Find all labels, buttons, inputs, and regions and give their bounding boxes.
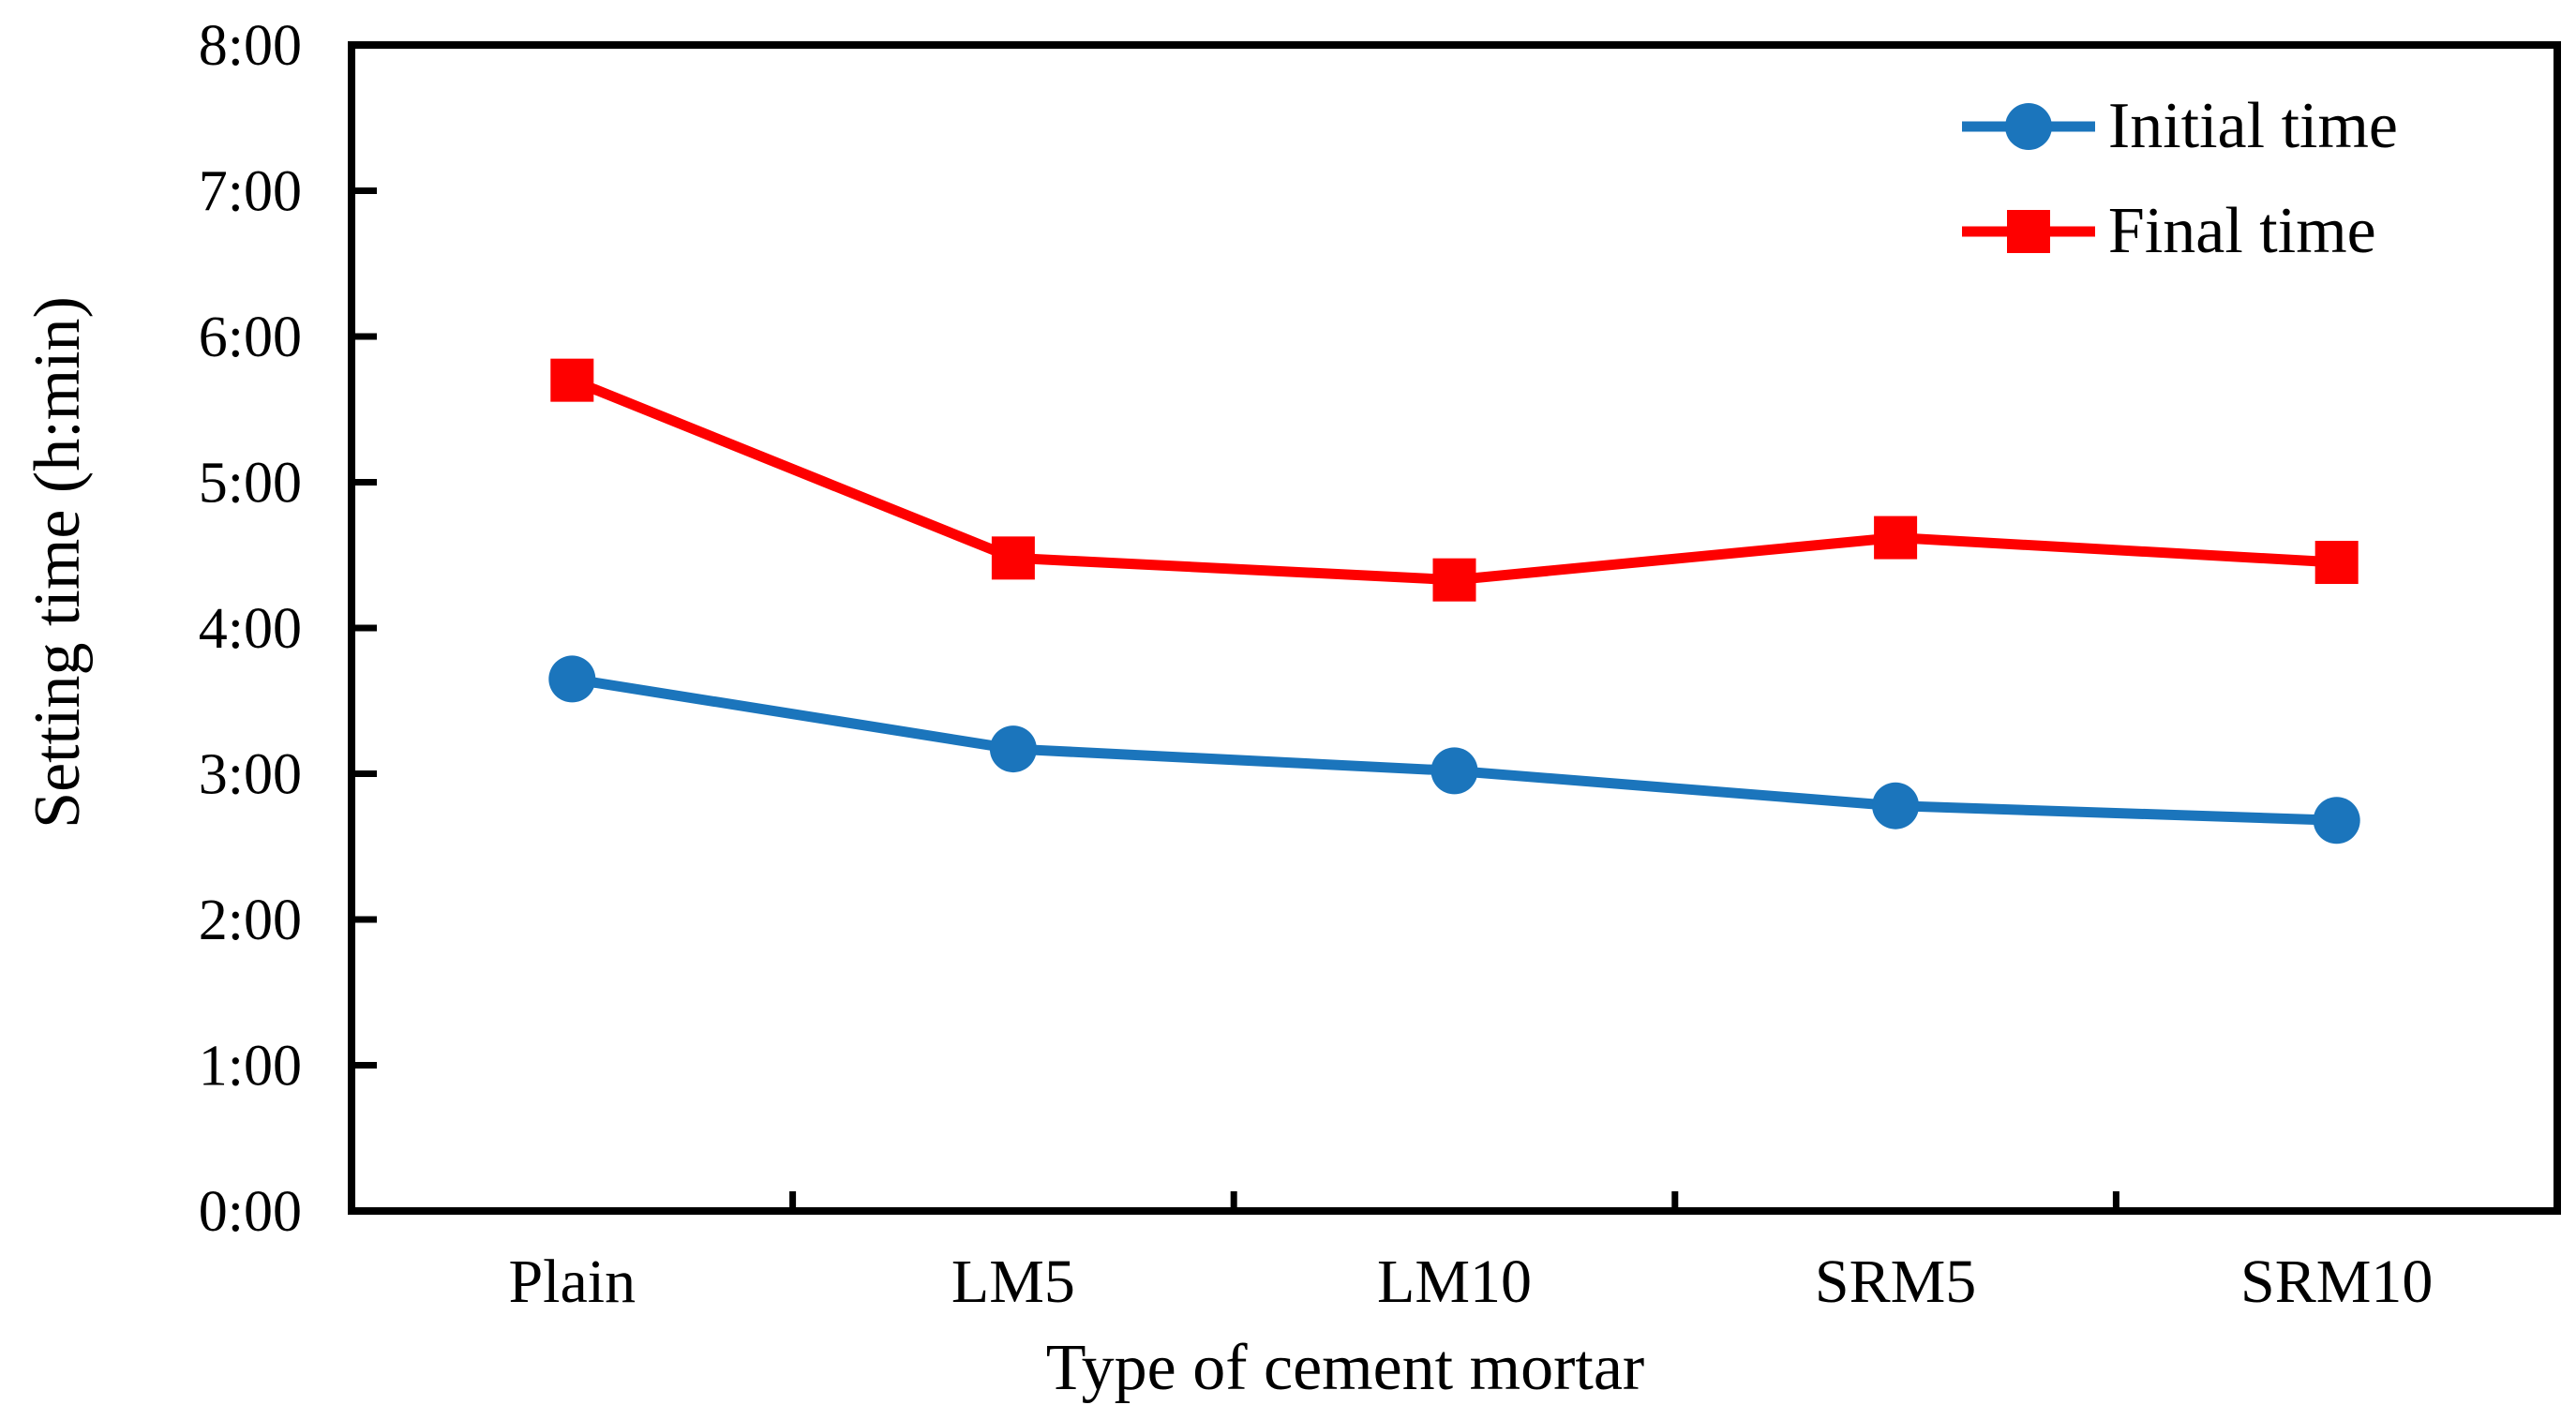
initial-time-data-point-marker — [2313, 797, 2360, 845]
legend-item-initial-time: Initial time — [1961, 90, 2398, 162]
y-tick-label: 8:00 — [199, 14, 302, 78]
legend-label-final-time: Final time — [2107, 195, 2376, 267]
y-tick-label: 2:00 — [199, 889, 302, 952]
initial-time-data-point-marker — [1430, 747, 1478, 795]
y-axis-title: Setting time (h:min) — [22, 296, 94, 829]
final-time-data-point-marker — [991, 536, 1035, 580]
x-category-label: LM10 — [1377, 1248, 1532, 1316]
x-category-label: LM5 — [951, 1248, 1075, 1316]
legend-label-initial-time: Initial time — [2107, 90, 2398, 162]
y-tick-label: 5:00 — [199, 452, 302, 516]
y-tick-label: 7:00 — [199, 160, 302, 224]
y-tick-label: 6:00 — [199, 306, 302, 369]
y-tick-label: 0:00 — [199, 1180, 302, 1244]
circle-marker-icon — [2004, 103, 2052, 150]
y-tick-label: 3:00 — [199, 743, 302, 807]
final-time-data-point-marker — [1432, 558, 1476, 602]
final-time-data-point-marker — [2314, 541, 2359, 585]
initial-time-data-point-marker — [548, 655, 596, 703]
final-time-legend-swatch — [1961, 210, 2095, 253]
x-category-label: Plain — [508, 1248, 636, 1316]
legend-item-final-time: Final time — [1961, 195, 2398, 267]
initial-time-legend-swatch — [1961, 103, 2095, 150]
x-category-label: SRM5 — [1815, 1248, 1976, 1316]
square-marker-icon — [2006, 210, 2050, 253]
y-tick-label: 1:00 — [199, 1035, 302, 1099]
x-axis-title: Type of cement mortar — [1045, 1332, 1645, 1404]
initial-time-data-point-marker — [1872, 782, 1920, 830]
final-time-line — [570, 375, 2338, 586]
legend: Initial time Final time — [1961, 90, 2398, 267]
initial-time-data-point-marker — [989, 725, 1037, 773]
x-category-label: SRM10 — [2240, 1248, 2433, 1316]
final-time-data-point-marker — [1874, 516, 1918, 560]
y-tick-label: 4:00 — [199, 597, 302, 661]
final-time-data-point-marker — [550, 358, 594, 402]
